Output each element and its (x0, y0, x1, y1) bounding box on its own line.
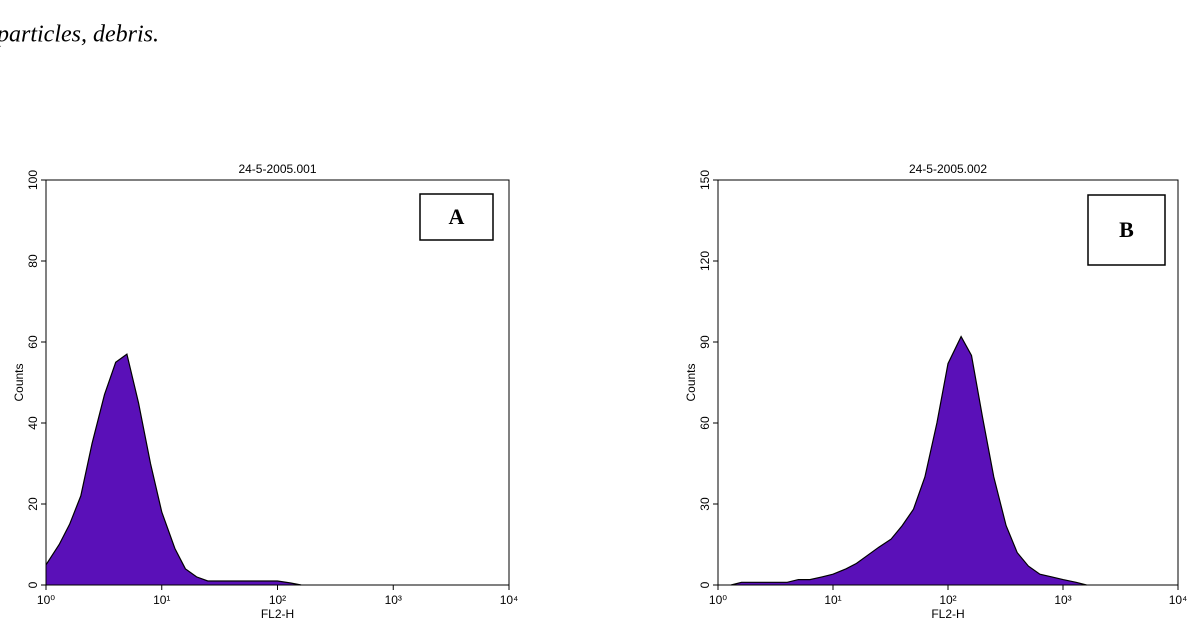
panel-label: A (449, 204, 465, 229)
y-tick-label: 40 (26, 416, 40, 430)
histogram-fill (731, 336, 1087, 585)
y-tick-label: 0 (26, 581, 40, 588)
y-tick-label: 90 (698, 335, 712, 349)
histogram-outline (730, 335, 1087, 586)
x-tick-label: 10² (939, 593, 956, 607)
panel-label-box (419, 193, 494, 241)
y-tick-label: 60 (698, 416, 712, 430)
x-axis-label: FL2-H (261, 607, 294, 621)
panel-label-box (1087, 194, 1166, 266)
y-tick-label: 80 (26, 254, 40, 268)
y-tick-label: 120 (698, 251, 712, 271)
y-tick-label: 30 (698, 497, 712, 511)
caption: particles, debris. (0, 22, 159, 48)
x-tick-label: 10⁰ (709, 593, 727, 607)
y-axis-label: Counts (12, 363, 26, 401)
x-tick-label: 10⁰ (37, 593, 55, 607)
y-axis-label: Counts (684, 363, 698, 401)
x-tick-label: 10³ (385, 593, 402, 607)
x-tick-label: 10¹ (824, 593, 841, 607)
x-tick-label: 10¹ (153, 593, 170, 607)
x-axis-label: FL2-H (931, 607, 964, 621)
histogram-outline (45, 353, 302, 586)
x-tick-label: 10² (269, 593, 286, 607)
panel-label: B (1119, 217, 1134, 242)
histogram-fill (46, 354, 302, 585)
x-tick-label: 10⁴ (1169, 593, 1188, 607)
y-tick-label: 150 (698, 170, 712, 190)
chart-title: 24-5-2005.001 (238, 162, 316, 176)
x-tick-label: 10⁴ (500, 593, 519, 607)
y-tick-label: 0 (698, 581, 712, 588)
y-tick-label: 20 (26, 497, 40, 511)
y-tick-label: 60 (26, 335, 40, 349)
y-tick-label: 100 (26, 170, 40, 190)
chart-title: 24-5-2005.002 (909, 162, 987, 176)
x-tick-label: 10³ (1054, 593, 1071, 607)
